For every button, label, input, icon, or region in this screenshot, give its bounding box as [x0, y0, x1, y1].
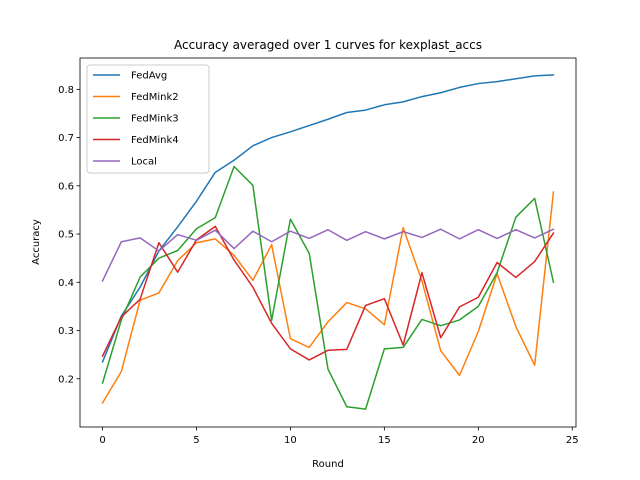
legend-label-fedmink4: FedMink4	[131, 135, 179, 146]
series-line-fedavg	[101, 74, 555, 363]
x-tick-label: 0	[99, 435, 105, 446]
x-tick-label: 10	[284, 435, 297, 446]
y-tick-label: 0.2	[58, 374, 74, 385]
y-tick-label: 0.4	[58, 278, 74, 289]
legend-box	[86, 64, 210, 174]
y-tick-label: 0.7	[58, 133, 74, 144]
y-axis-label: Accuracy	[31, 219, 42, 265]
plot-frame	[79, 57, 577, 428]
x-tick-label: 20	[472, 435, 485, 446]
chart-title: Accuracy averaged over 1 curves for kexp…	[174, 38, 482, 52]
series-line-local	[101, 228, 555, 282]
y-tick-label: 0.5	[58, 230, 74, 241]
legend-label-local: Local	[131, 157, 157, 168]
x-tick-label: 5	[193, 435, 199, 446]
legend-label-fedavg: FedAvg	[131, 71, 167, 82]
x-tick-label: 15	[378, 435, 391, 446]
series-line-fedmink4	[101, 225, 555, 361]
y-tick-label: 0.8	[58, 85, 74, 96]
x-axis-label: Round	[312, 459, 344, 470]
y-tick-label: 0.3	[58, 326, 74, 337]
plot-area: 0 5 10 15 20 25 0.2 0.3 0.4 0.5 0.6 0.7 0.8 FedAvg Fed…	[58, 57, 579, 446]
series-line-fedmink2	[101, 191, 555, 404]
legend-label-fedmink2: FedMink2	[131, 92, 179, 103]
legend-label-fedmink3: FedMink3	[131, 114, 179, 125]
series-line-fedmink3	[101, 165, 555, 410]
y-tick-label: 0.6	[58, 181, 74, 192]
x-tick-label: 25	[566, 435, 579, 446]
